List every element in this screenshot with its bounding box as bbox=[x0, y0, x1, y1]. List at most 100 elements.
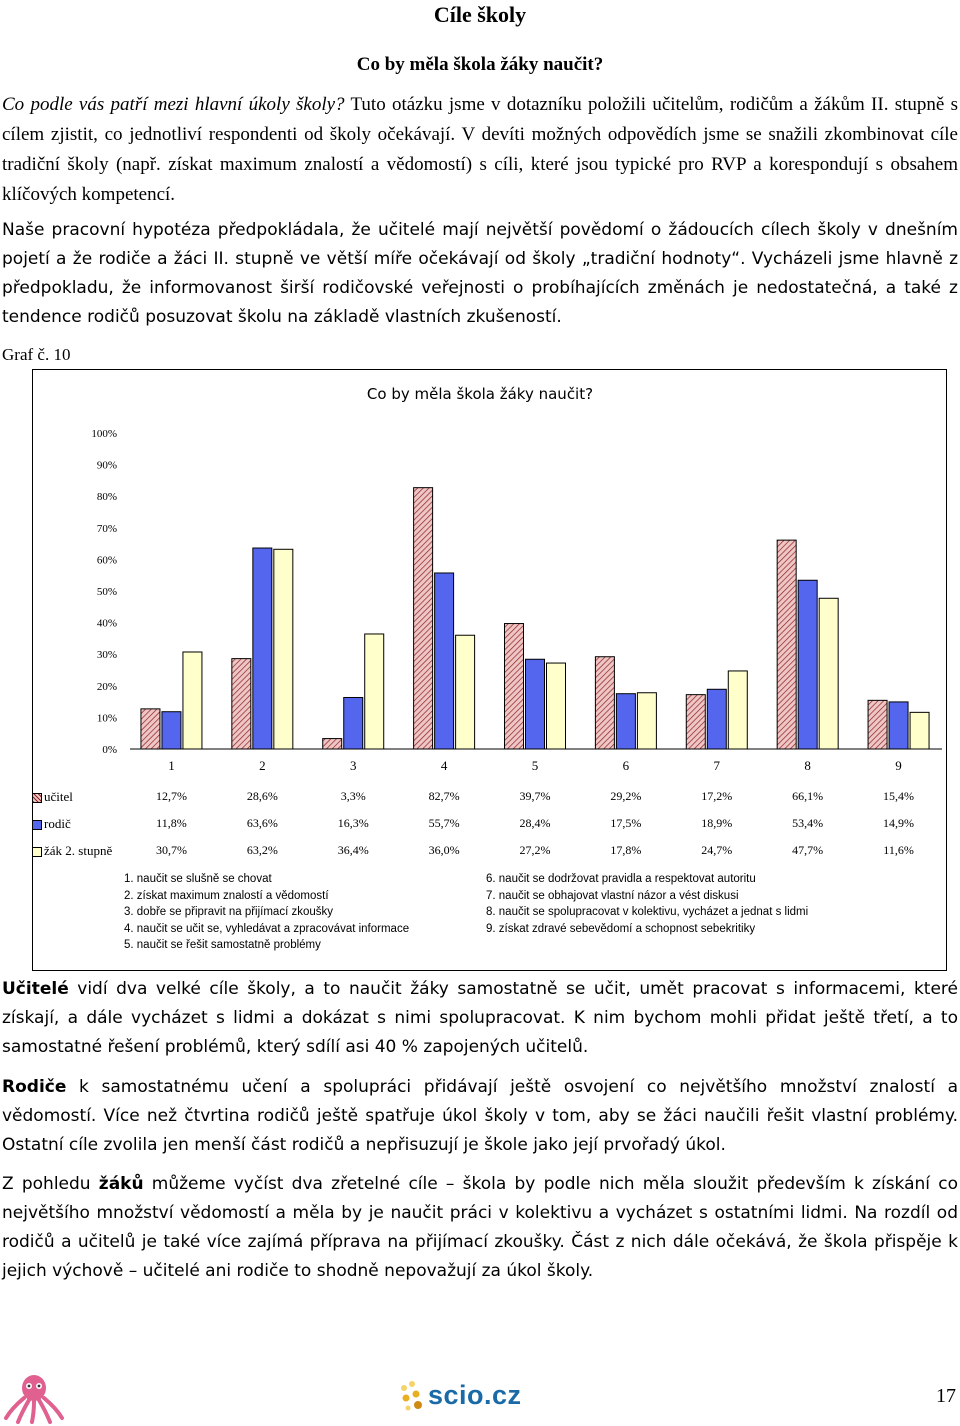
y-tick-label: 70% bbox=[97, 523, 117, 535]
pupils-paragraph: Z pohledu žáků můžeme vyčíst dva zřeteln… bbox=[2, 1170, 958, 1286]
bar-ucitel-3 bbox=[322, 738, 343, 750]
y-tick-label: 50% bbox=[97, 586, 117, 598]
y-tick-label: 100% bbox=[91, 428, 117, 440]
intro-text: Tuto otázku jsme v dotazníku položili uč… bbox=[2, 94, 958, 205]
y-tick-label: 20% bbox=[97, 681, 117, 693]
legend-swatch bbox=[32, 847, 42, 857]
bar-rodic-7 bbox=[706, 688, 727, 750]
data-cell: 63,6% bbox=[246, 816, 278, 830]
y-tick-label: 40% bbox=[97, 618, 117, 630]
bar-rodic-6 bbox=[615, 693, 636, 750]
x-category-label: 4 bbox=[441, 758, 448, 773]
scio-dots-icon bbox=[401, 1381, 422, 1411]
bar-rodic-9 bbox=[888, 701, 909, 750]
data-cell: 17,2% bbox=[701, 789, 733, 803]
bar-rodic-2 bbox=[252, 547, 273, 750]
scio-logo-text: scio.cz bbox=[428, 1380, 522, 1410]
bar-rodic-5 bbox=[525, 658, 545, 750]
legend-right: 6. naučit se dodržovat pravidla a respek… bbox=[486, 871, 926, 937]
data-cell: 12,7% bbox=[155, 789, 187, 803]
legend-item: 1. naučit se slušně se chovat bbox=[124, 873, 272, 885]
data-cell: 16,3% bbox=[337, 816, 369, 830]
y-tick-label: 80% bbox=[97, 491, 117, 503]
teachers-paragraph: Učitelé vidí dva velké cíle školy, a to … bbox=[2, 975, 958, 1062]
bar-zak-2 bbox=[273, 548, 294, 750]
data-cell: 24,7% bbox=[701, 843, 733, 857]
chart-title: Co by měla škola žáky naučit? bbox=[366, 385, 594, 403]
bar-rodic-8 bbox=[797, 579, 818, 750]
y-tick-label: 60% bbox=[97, 554, 117, 566]
scio-logo: scio.cz bbox=[398, 1378, 526, 1414]
data-cell: 53,4% bbox=[792, 816, 824, 830]
x-category-label: 8 bbox=[804, 758, 811, 773]
data-cell: 18,9% bbox=[701, 816, 733, 830]
data-cell: 14,9% bbox=[883, 816, 915, 830]
bar-zak-3 bbox=[364, 633, 385, 750]
data-cell: 28,6% bbox=[246, 789, 278, 803]
bar-ucitel-8 bbox=[776, 539, 797, 750]
y-tick-label: 10% bbox=[97, 712, 117, 724]
page-title: Cíle školy bbox=[433, 2, 527, 27]
data-cell: 29,2% bbox=[610, 789, 642, 803]
x-category-label: 5 bbox=[532, 758, 539, 773]
data-cell: 39,7% bbox=[519, 789, 551, 803]
intro-question: Co podle vás patří mezi hlavní úkoly ško… bbox=[2, 94, 345, 115]
bar-chart: 0% 10% 20% 30% 40% 50% 60% 70% 80% 90% 100% 1 2 3 4 5 6… bbox=[91, 428, 942, 773]
bar-zak-7 bbox=[727, 670, 748, 750]
data-cell: 11,8% bbox=[156, 816, 187, 830]
data-cell: 66,1% bbox=[792, 789, 824, 803]
teachers-text: vidí dva velké cíle školy, a to naučit ž… bbox=[2, 979, 958, 1057]
parents-text: k samostatnému učení a spolupráci přidáv… bbox=[2, 1077, 958, 1155]
data-cell: 28,4% bbox=[519, 816, 551, 830]
legend-item: 3. dobře se připravit na přijímací zkouš… bbox=[124, 906, 334, 918]
bar-zak-9 bbox=[909, 711, 930, 750]
section-subtitle: Co by měla škola žáky naučit? bbox=[356, 54, 604, 75]
bar-ucitel-9 bbox=[867, 699, 888, 750]
bar-ucitel-1 bbox=[140, 708, 161, 750]
data-cell: 36,4% bbox=[337, 843, 369, 857]
bar-rodic-4 bbox=[434, 572, 455, 750]
bar-ucitel-6 bbox=[594, 656, 615, 750]
teachers-lead: Učitelé bbox=[2, 979, 69, 999]
y-tick-label: 90% bbox=[97, 460, 117, 472]
legend-item: 7. naučit se obhajovat vlastní názor a v… bbox=[486, 889, 739, 902]
legend-item: 5. naučit se řešit samostatně problémy bbox=[124, 939, 321, 951]
data-cell: 47,7% bbox=[792, 843, 824, 857]
graf-label: Graf č. 10 bbox=[2, 345, 71, 364]
data-cell: 36,0% bbox=[428, 843, 460, 857]
data-cell: 17,5% bbox=[610, 816, 642, 830]
legend-item: 6. naučit se dodržovat pravidla a respek… bbox=[486, 873, 756, 885]
legend-item: 4. naučit se učit se, vyhledávat a zprac… bbox=[124, 922, 410, 935]
data-cell: 63,2% bbox=[246, 843, 278, 857]
y-tick-label: 30% bbox=[97, 649, 117, 661]
bar-rodic-3 bbox=[343, 696, 364, 750]
chart-frame bbox=[32, 369, 947, 971]
bar-zak-6 bbox=[636, 692, 657, 750]
legend-swatch bbox=[32, 793, 42, 803]
x-category-label: 2 bbox=[259, 758, 266, 773]
bar-zak-4 bbox=[455, 634, 476, 750]
pupils-pre: Z pohledu bbox=[2, 1174, 99, 1194]
bar-zak-1 bbox=[182, 651, 203, 750]
x-category-label: 7 bbox=[714, 758, 721, 773]
pupils-text: můžeme vyčíst dva zřetelné cíle – škola … bbox=[2, 1174, 958, 1281]
data-cell: 11,6% bbox=[883, 843, 914, 857]
x-category-label: 9 bbox=[895, 758, 902, 773]
legend-item: 8. naučit se spolupracovat v kolektivu, … bbox=[486, 906, 809, 918]
bar-rodic-1 bbox=[161, 711, 182, 750]
data-cell: 55,7% bbox=[428, 816, 460, 830]
legend-left: 1. naučit se slušně se chovat 2. získat … bbox=[124, 871, 484, 954]
data-cell: 3,3% bbox=[340, 789, 366, 803]
bar-ucitel-2 bbox=[231, 658, 252, 750]
x-category-label: 6 bbox=[623, 758, 630, 773]
bar-zak-8 bbox=[818, 597, 839, 750]
pupils-lead: žáků bbox=[98, 1174, 144, 1194]
intro-paragraph: Co podle vás patří mezi hlavní úkoly ško… bbox=[2, 90, 958, 210]
data-cell: 27,2% bbox=[519, 843, 551, 857]
octopus-logo-icon bbox=[4, 1375, 64, 1424]
y-tick-label: 0% bbox=[102, 744, 117, 756]
data-cell: 30,7% bbox=[155, 843, 187, 857]
page-number: 17 bbox=[936, 1385, 956, 1407]
legend-swatch bbox=[32, 820, 42, 830]
hypothesis-paragraph: Naše pracovní hypotéza předpokládala, že… bbox=[2, 220, 958, 327]
